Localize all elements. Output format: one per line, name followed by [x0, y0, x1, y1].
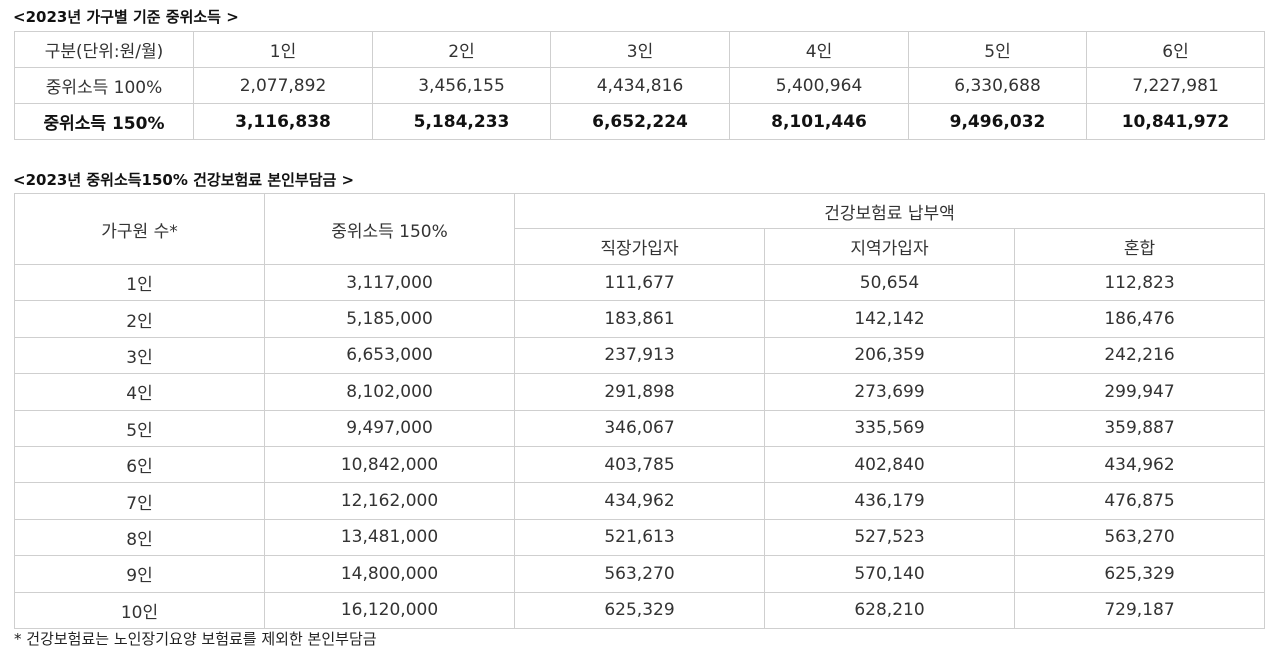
table-cell: 434,962	[1014, 445, 1265, 484]
table-header-row: 구분(단위:원/월) 1인 2인 3인 4인 5인 6인	[14, 31, 1265, 68]
table-cell: 12,162,000	[264, 482, 515, 520]
footnote: * 건강보험료는 노인장기요양 보험료를 제외한 본인부담금	[14, 630, 377, 648]
header-cell: 6인	[1086, 31, 1265, 68]
table-cell: 434,962	[514, 482, 765, 520]
table-cell: 299,947	[1014, 373, 1265, 411]
table-cell: 729,187	[1014, 591, 1265, 629]
table-cell: 570,140	[764, 555, 1015, 593]
table-row: 3인 6,653,000 237,913 206,359 242,216	[14, 336, 1265, 375]
table-cell: 186,476	[1014, 300, 1265, 338]
premium-group-header: 건강보험료 납부액	[514, 193, 1265, 229]
table-row: 10인 16,120,000 625,329 628,210 729,187	[14, 591, 1265, 629]
median-income-150-header: 중위소득 150%	[264, 193, 515, 265]
table-row: 중위소득 100% 2,077,892 3,456,155 4,434,816 …	[14, 67, 1265, 104]
table-cell: 625,329	[1014, 555, 1265, 593]
table-cell: 142,142	[764, 300, 1015, 338]
header-cell: 4인	[729, 31, 909, 68]
household-size-cell: 9인	[14, 555, 265, 593]
table-cell: 5,400,964	[729, 67, 909, 104]
household-size-cell: 2인	[14, 300, 265, 338]
median-income-table: 구분(단위:원/월) 1인 2인 3인 4인 5인 6인 중위소득 100% 2…	[14, 31, 1265, 140]
table-cell: 50,654	[764, 263, 1015, 302]
table-row: 7인 12,162,000 434,962 436,179 476,875	[14, 482, 1265, 520]
table-cell: 2,077,892	[193, 67, 373, 104]
household-size-cell: 6인	[14, 445, 265, 484]
table-cell: 8,101,446	[729, 103, 909, 140]
table-cell: 359,887	[1014, 409, 1265, 447]
table-cell: 436,179	[764, 482, 1015, 520]
regional-subscriber-header: 지역가입자	[764, 228, 1015, 265]
table-cell: 7,227,981	[1086, 67, 1265, 104]
table-cell: 3,117,000	[264, 263, 515, 302]
table-cell: 403,785	[514, 445, 765, 484]
row-label: 중위소득 150%	[14, 103, 194, 140]
table-cell: 4,434,816	[550, 67, 730, 104]
table-row: 4인 8,102,000 291,898 273,699 299,947	[14, 373, 1265, 411]
employee-subscriber-header: 직장가입자	[514, 228, 765, 265]
household-size-cell: 5인	[14, 409, 265, 447]
household-size-header: 가구원 수*	[14, 193, 265, 265]
mixed-header: 혼합	[1014, 228, 1265, 265]
header-cell: 구분(단위:원/월)	[14, 31, 194, 68]
table-cell: 335,569	[764, 409, 1015, 447]
table-cell: 3,456,155	[372, 67, 551, 104]
header-cell: 1인	[193, 31, 373, 68]
household-size-cell: 8인	[14, 518, 265, 557]
table-subheader-row: 직장가입자 지역가입자 혼합	[15, 228, 1265, 265]
table-cell: 346,067	[514, 409, 765, 447]
table-row: 2인 5,185,000 183,861 142,142 186,476	[14, 300, 1265, 338]
table-cell: 6,653,000	[264, 336, 515, 375]
table-cell: 14,800,000	[264, 555, 515, 593]
table-cell: 237,913	[514, 336, 765, 375]
health-insurance-premium-table: 가구원 수* 중위소득 150% 건강보험료 납부액 직장가입자 지역가입자 혼…	[14, 193, 1265, 629]
table-cell: 3,116,838	[193, 103, 373, 140]
table-cell: 10,842,000	[264, 445, 515, 484]
income-table-title: <2023년 가구별 기준 중위소득 >	[13, 8, 239, 26]
table-cell: 242,216	[1014, 336, 1265, 375]
table-cell: 527,523	[764, 518, 1015, 557]
table-cell: 111,677	[514, 263, 765, 302]
table-row: 8인 13,481,000 521,613 527,523 563,270	[14, 518, 1265, 557]
table-row: 5인 9,497,000 346,067 335,569 359,887	[14, 409, 1265, 447]
table-cell: 6,652,224	[550, 103, 730, 140]
table-row: 9인 14,800,000 563,270 570,140 625,329	[14, 555, 1265, 593]
row-label: 중위소득 100%	[14, 67, 194, 104]
table-cell: 402,840	[764, 445, 1015, 484]
table-cell: 112,823	[1014, 263, 1265, 302]
table-cell: 6,330,688	[908, 67, 1087, 104]
table-cell: 5,184,233	[372, 103, 551, 140]
table-row: 6인 10,842,000 403,785 402,840 434,962	[14, 445, 1265, 484]
table-row: 중위소득 150% 3,116,838 5,184,233 6,652,224 …	[14, 103, 1265, 140]
table-header-row: 가구원 수* 중위소득 150% 건강보험료 납부액	[14, 193, 1265, 265]
table-cell: 10,841,972	[1086, 103, 1265, 140]
table-cell: 9,496,032	[908, 103, 1087, 140]
header-cell: 3인	[550, 31, 730, 68]
table-cell: 8,102,000	[264, 373, 515, 411]
table-cell: 625,329	[514, 591, 765, 629]
header-cell: 2인	[372, 31, 551, 68]
table-cell: 183,861	[514, 300, 765, 338]
table-cell: 16,120,000	[264, 591, 515, 629]
header-cell: 5인	[908, 31, 1087, 68]
table-cell: 476,875	[1014, 482, 1265, 520]
table-cell: 13,481,000	[264, 518, 515, 557]
table-cell: 563,270	[1014, 518, 1265, 557]
household-size-cell: 7인	[14, 482, 265, 520]
household-size-cell: 1인	[14, 263, 265, 302]
table-cell: 628,210	[764, 591, 1015, 629]
household-size-cell: 4인	[14, 373, 265, 411]
table-cell: 206,359	[764, 336, 1015, 375]
household-size-cell: 10인	[14, 591, 265, 629]
table-cell: 563,270	[514, 555, 765, 593]
household-size-cell: 3인	[14, 336, 265, 375]
table-cell: 291,898	[514, 373, 765, 411]
table-cell: 521,613	[514, 518, 765, 557]
table-cell: 5,185,000	[264, 300, 515, 338]
premium-table-title: <2023년 중위소득150% 건강보험료 본인부담금 >	[13, 171, 355, 189]
table-cell: 9,497,000	[264, 409, 515, 447]
table-cell: 273,699	[764, 373, 1015, 411]
table-row: 1인 3,117,000 111,677 50,654 112,823	[14, 263, 1265, 302]
